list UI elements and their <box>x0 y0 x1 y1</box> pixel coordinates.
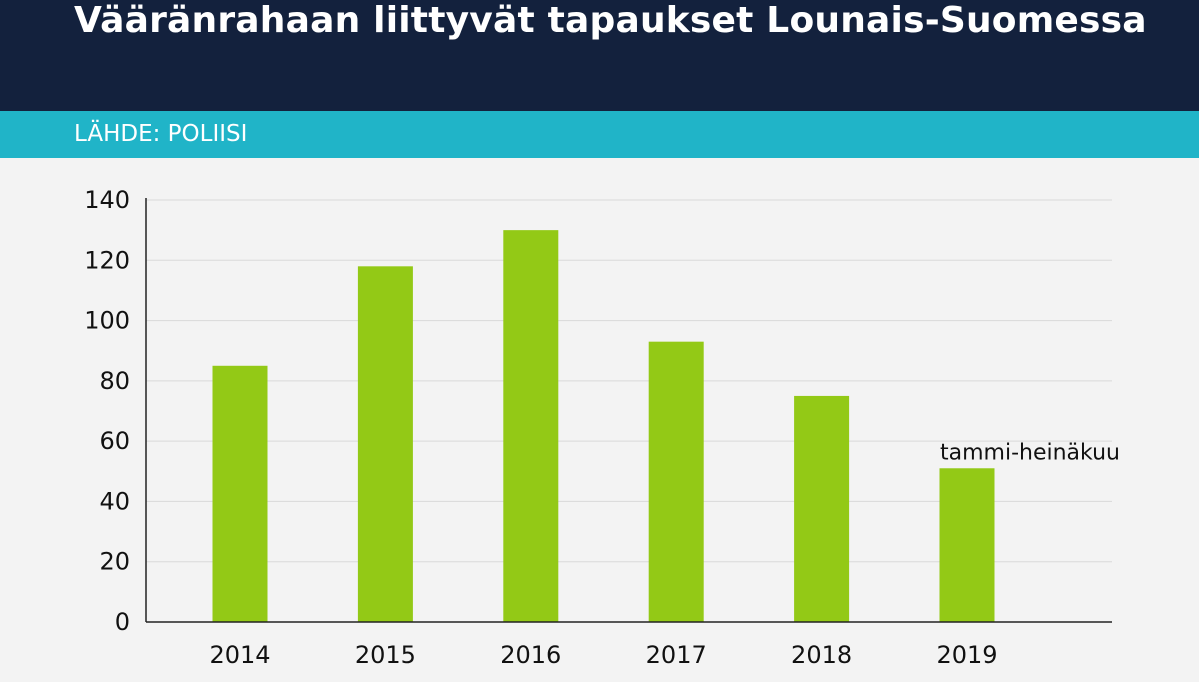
source-label: LÄHDE: POLIISI <box>74 121 248 147</box>
x-tick-label: 2016 <box>500 641 561 669</box>
x-tick-label: 2018 <box>791 641 852 669</box>
y-tick-label: 80 <box>99 367 130 395</box>
bar-2017 <box>648 341 704 622</box>
chart-title: Vääränrahaan liittyvät tapaukset Lounais… <box>74 0 1147 41</box>
y-tick-label: 60 <box>99 427 130 455</box>
bars <box>212 230 995 622</box>
bar-2019 <box>939 468 995 622</box>
y-tick-label: 120 <box>84 246 130 274</box>
y-tick-label: 20 <box>99 548 130 576</box>
y-tick-label: 100 <box>84 307 130 335</box>
bar-chart: 0 20 40 60 80 100 120 140 2014 2015 2016 2017 2018 20… <box>84 186 1120 669</box>
x-tick-label: 2017 <box>646 641 707 669</box>
annotation-label: tammi-heinäkuu <box>940 440 1120 465</box>
bar-2015 <box>357 266 413 622</box>
chart-header: Vääränrahaan liittyvät tapaukset Lounais… <box>0 0 1199 111</box>
x-tick-label: 2014 <box>209 641 270 669</box>
bar-2016 <box>503 230 559 622</box>
x-tick-label: 2015 <box>355 641 416 669</box>
x-tick-label: 2019 <box>936 641 997 669</box>
gridlines <box>146 199 1112 563</box>
bar-2014 <box>212 365 268 622</box>
bar-2018 <box>794 395 850 622</box>
source-bar: LÄHDE: POLIISI <box>0 111 1199 158</box>
y-tick-label: 0 <box>115 608 130 636</box>
axes <box>145 198 1112 623</box>
y-tick-label: 140 <box>84 186 130 214</box>
labels: 0 20 40 60 80 100 120 140 2014 2015 2016 2017 2018 20… <box>84 186 1120 669</box>
y-tick-label: 40 <box>99 487 130 515</box>
